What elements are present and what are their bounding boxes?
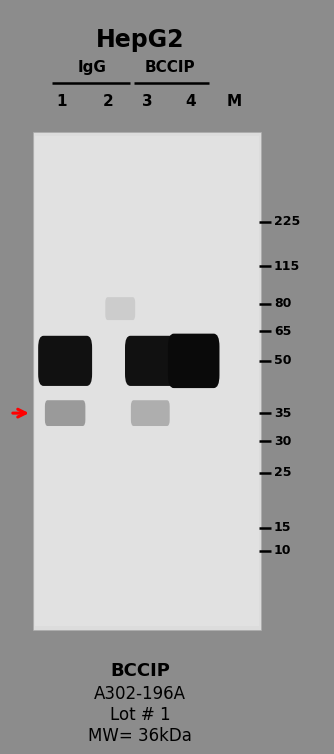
FancyBboxPatch shape	[168, 333, 219, 388]
Text: 80: 80	[274, 297, 291, 310]
FancyBboxPatch shape	[105, 297, 135, 320]
Text: Lot # 1: Lot # 1	[110, 706, 171, 724]
Text: HepG2: HepG2	[96, 28, 184, 52]
Text: 25: 25	[274, 466, 291, 480]
Text: 30: 30	[274, 435, 291, 448]
FancyBboxPatch shape	[125, 336, 176, 386]
Text: A302-196A: A302-196A	[94, 685, 186, 703]
Bar	[33, 132, 261, 630]
Text: 35: 35	[274, 406, 291, 420]
FancyBboxPatch shape	[131, 400, 170, 426]
Text: 225: 225	[274, 215, 300, 228]
Text: 1: 1	[56, 94, 67, 109]
Text: 50: 50	[274, 354, 291, 367]
Text: 4: 4	[185, 94, 196, 109]
Text: M: M	[226, 94, 241, 109]
Text: 15: 15	[274, 521, 291, 534]
Text: 2: 2	[103, 94, 114, 109]
Text: BCCIP: BCCIP	[145, 60, 196, 75]
Text: IgG: IgG	[77, 60, 106, 75]
Text: 3: 3	[142, 94, 152, 109]
FancyBboxPatch shape	[38, 336, 92, 386]
Text: BCCIP: BCCIP	[110, 662, 170, 680]
Bar	[35, 136, 259, 626]
Text: 10: 10	[274, 544, 291, 557]
Text: 65: 65	[274, 324, 291, 338]
FancyBboxPatch shape	[45, 400, 86, 426]
Text: 115: 115	[274, 260, 300, 273]
Text: MW= 36kDa: MW= 36kDa	[88, 727, 192, 745]
